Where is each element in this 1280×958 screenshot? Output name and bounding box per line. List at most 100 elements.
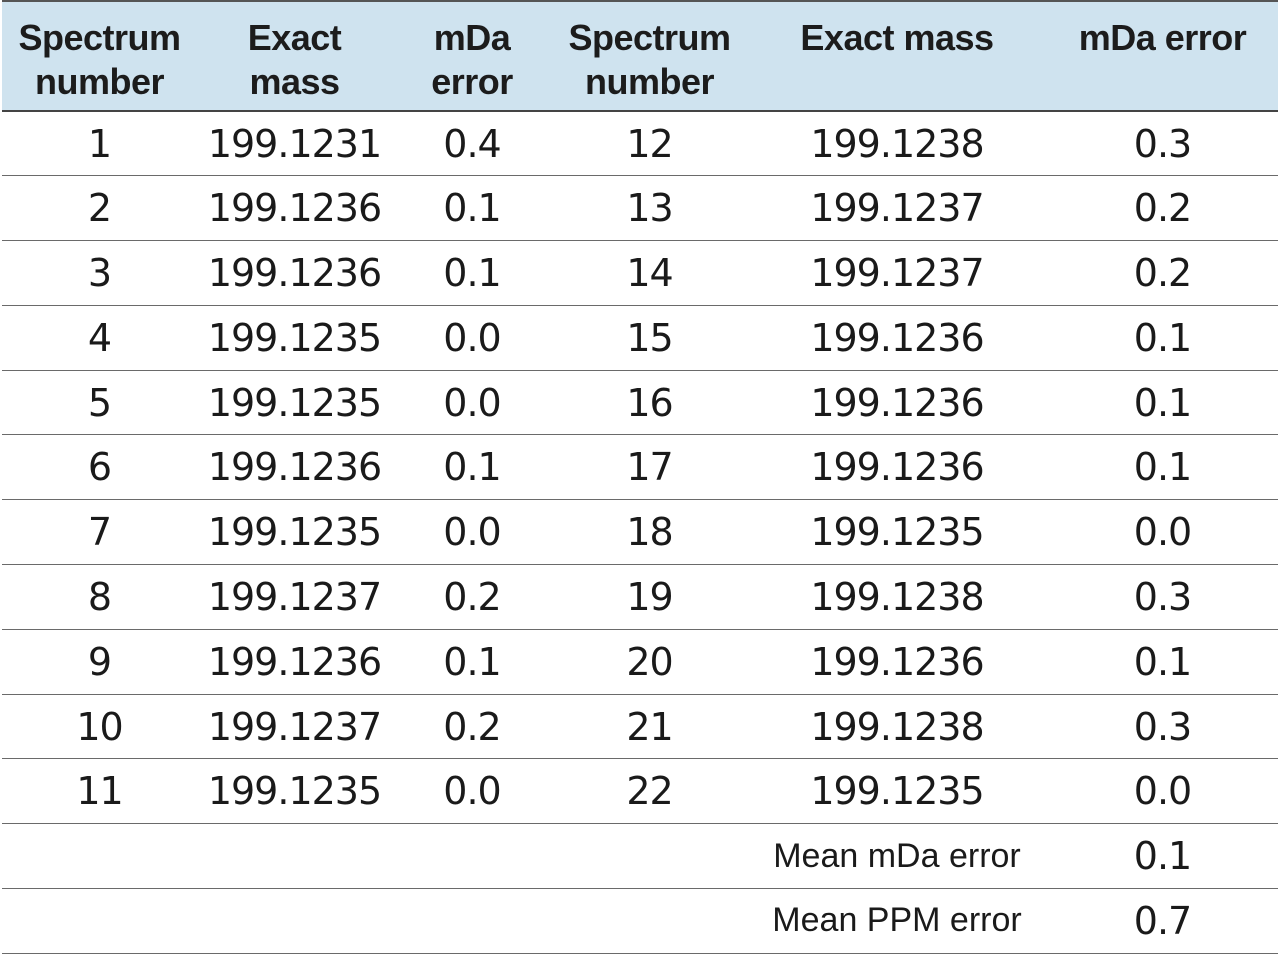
table-body: 1 199.1231 0.4 12 199.1238 0.3 2 199.1236 0.1 13 1… [2,111,1278,954]
table-cell: 0.1 [392,434,552,501]
table-cell: 199.1235 [197,758,392,825]
header-line: number [34,61,165,102]
header-line: Spectrum [568,17,731,58]
header-row: Spectrum number Exact mass mDa error Spectr… [2,0,1278,112]
empty-cell [197,823,392,890]
table-cell: 0.1 [392,629,552,695]
table-row: 2 199.1236 0.1 13 199.1237 0.2 [2,175,1278,242]
table-cell: 21 [552,694,747,760]
table-cell: 1 [2,111,197,177]
table-cell: 0.2 [1047,240,1278,306]
table-row: 5 199.1235 0.0 16 199.1236 0.1 [2,370,1278,436]
header-line: mDa error [1078,17,1247,58]
table-cell: 199.1236 [747,305,1047,371]
table-cell: 0.1 [1047,305,1278,371]
header-line: Exact mass [800,17,994,58]
table-cell: 0.0 [392,499,552,566]
table-cell: 12 [552,111,747,177]
header-exact-mass-2: Exact mass [747,0,1047,112]
table-cell: 8 [2,564,197,630]
header-exact-mass: Exact mass [197,0,392,112]
table-cell: 0.0 [1047,758,1278,825]
table-cell: 4 [2,305,197,371]
summary-row: Mean PPM error 0.7 [2,888,1278,954]
header-line: Spectrum [18,17,181,58]
table-cell: 0.1 [1047,370,1278,436]
table-cell: 6 [2,434,197,501]
table-cell: 199.1238 [747,564,1047,630]
table-cell: 15 [552,305,747,371]
table-row: 3 199.1236 0.1 14 199.1237 0.2 [2,240,1278,306]
header-line: error [431,61,513,102]
table-cell: 199.1235 [747,758,1047,825]
table-cell: 0.1 [392,175,552,242]
table-row: 1 199.1231 0.4 12 199.1238 0.3 [2,111,1278,177]
table-cell: 0.4 [392,111,552,177]
empty-cell [392,888,552,954]
table-cell: 2 [2,175,197,242]
empty-cell [392,823,552,890]
table-cell: 0.2 [392,694,552,760]
header-mda-error: mDa error [392,0,552,112]
header-line: Exact [247,17,342,58]
table-cell: 199.1236 [747,434,1047,501]
table-cell: 0.1 [1047,434,1278,501]
summary-label: Mean mDa error [747,823,1047,890]
header-line: mass [249,61,340,102]
table-cell: 199.1236 [747,629,1047,695]
table-row: 10 199.1237 0.2 21 199.1238 0.3 [2,694,1278,760]
table-cell: 22 [552,758,747,825]
empty-cell [197,888,392,954]
table-cell: 0.2 [1047,175,1278,242]
table-cell: 18 [552,499,747,566]
table-cell: 5 [2,370,197,436]
table-cell: 0.3 [1047,694,1278,760]
table-cell: 9 [2,629,197,695]
table-cell: 199.1236 [197,629,392,695]
table-cell: 199.1237 [747,240,1047,306]
table-cell: 10 [2,694,197,760]
empty-cell [2,888,197,954]
empty-cell [2,823,197,890]
summary-value: 0.7 [1047,888,1278,954]
table-cell: 0.1 [1047,629,1278,695]
table-cell: 17 [552,434,747,501]
table-cell: 199.1235 [197,305,392,371]
table-row: 8 199.1237 0.2 19 199.1238 0.3 [2,564,1278,630]
table-cell: 0.3 [1047,564,1278,630]
table-cell: 16 [552,370,747,436]
table-cell: 19 [552,564,747,630]
table-cell: 199.1237 [197,564,392,630]
table-cell: 0.0 [392,758,552,825]
table-cell: 199.1236 [197,434,392,501]
summary-label: Mean PPM error [747,888,1047,954]
table-cell: 199.1237 [197,694,392,760]
summary-row: Mean mDa error 0.1 [2,823,1278,890]
table-row: 11 199.1235 0.0 22 199.1235 0.0 [2,758,1278,825]
table-cell: 199.1235 [197,499,392,566]
header-mda-error-2: mDa error [1047,0,1278,112]
table-header: Spectrum number Exact mass mDa error Spectr… [2,0,1278,112]
table-cell: 199.1236 [197,175,392,242]
header-line: mDa [433,17,511,58]
table-cell: 11 [2,758,197,825]
table-cell: 199.1238 [747,694,1047,760]
header-spectrum-number: Spectrum number [2,0,197,112]
table-row: 7 199.1235 0.0 18 199.1235 0.0 [2,499,1278,566]
table-cell: 14 [552,240,747,306]
table-cell: 0.3 [1047,111,1278,177]
table-row: 9 199.1236 0.1 20 199.1236 0.1 [2,629,1278,695]
table-cell: 0.0 [392,305,552,371]
table-cell: 199.1238 [747,111,1047,177]
table-cell: 13 [552,175,747,242]
table-row: 4 199.1235 0.0 15 199.1236 0.1 [2,305,1278,371]
table-cell: 0.2 [392,564,552,630]
table-cell: 0.1 [392,240,552,306]
table-cell: 199.1235 [747,499,1047,566]
table-cell: 199.1236 [747,370,1047,436]
table-cell: 199.1236 [197,240,392,306]
table-cell: 0.0 [392,370,552,436]
table-cell: 199.1235 [197,370,392,436]
header-spectrum-number-2: Spectrum number [552,0,747,112]
